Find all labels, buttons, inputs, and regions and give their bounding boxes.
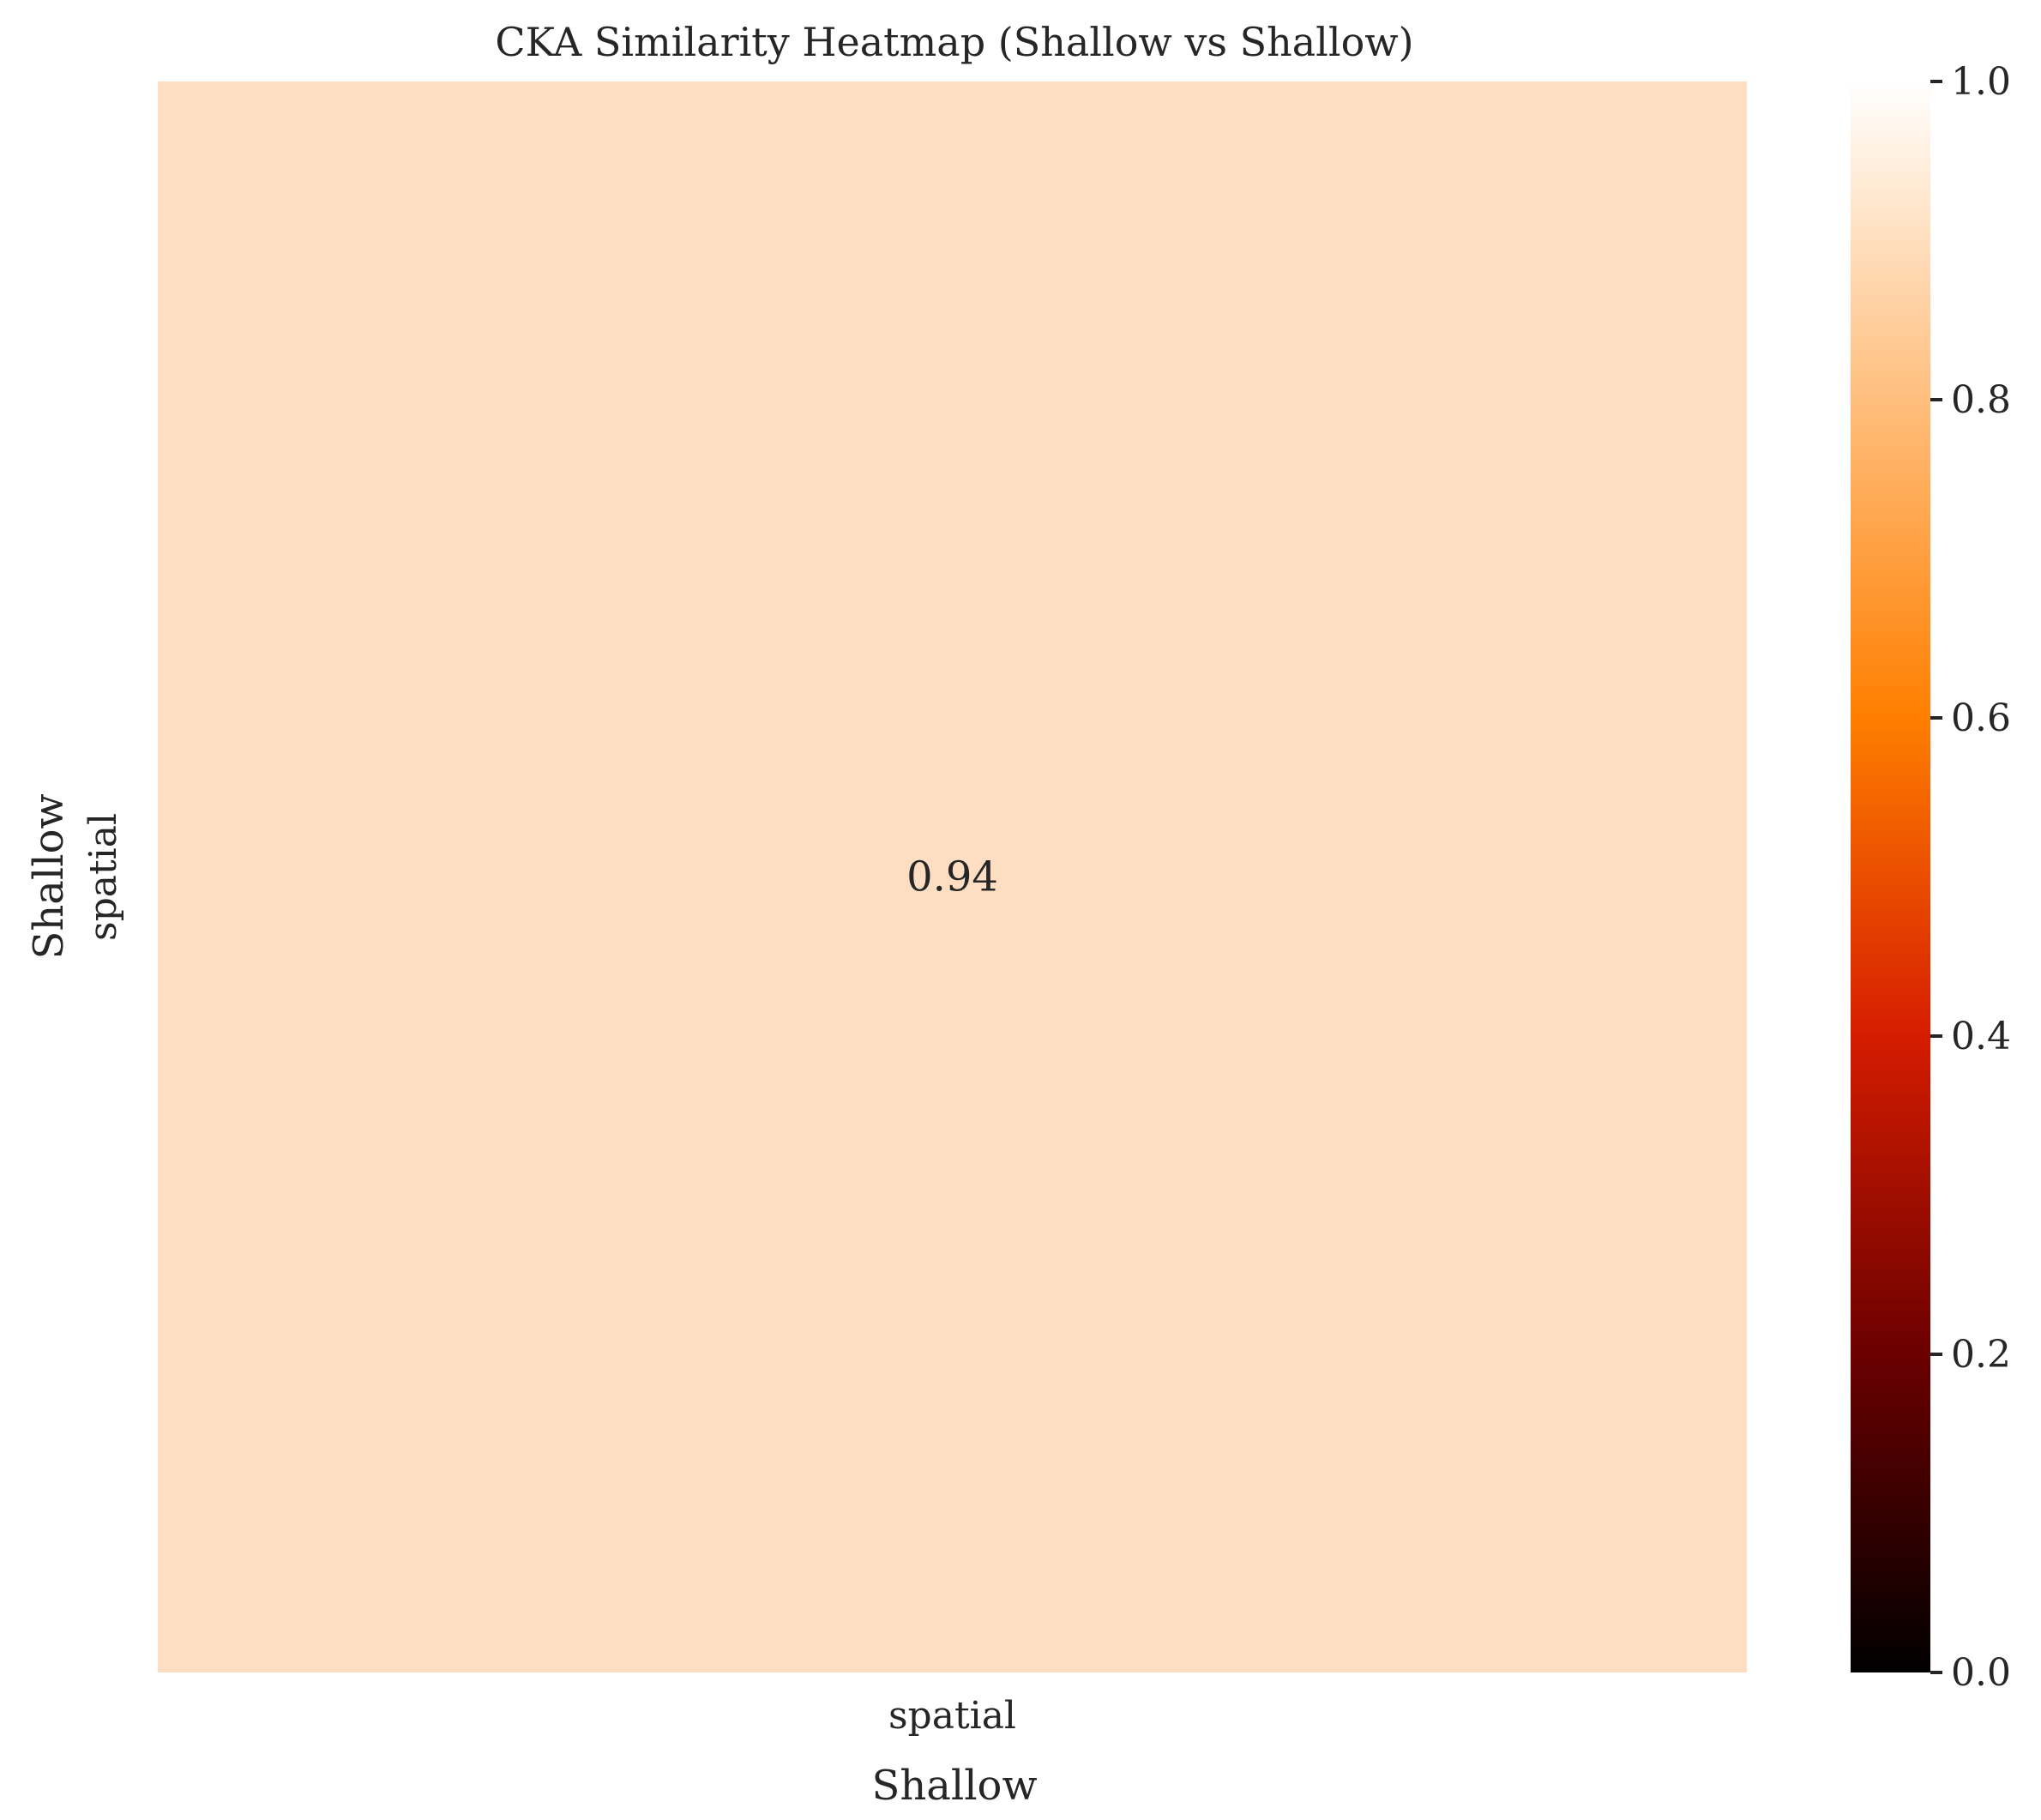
colorbar-tick-label: 1.0 bbox=[1951, 60, 2011, 104]
colorbar-tick-label: 0.2 bbox=[1951, 1333, 2011, 1377]
heatmap-cell bbox=[158, 81, 1747, 1672]
colorbar-tick-label: 0.4 bbox=[1951, 1015, 2011, 1058]
cell-value-label: 0.94 bbox=[906, 853, 998, 901]
x-axis-label: Shallow bbox=[871, 1762, 1037, 1810]
y-axis-label: Shallow bbox=[25, 793, 73, 959]
colorbar-ticks: 0.0 0.2 0.4 0.6 0.8 1.0 bbox=[1930, 60, 2011, 1695]
x-tick-labels: spatial bbox=[888, 1694, 1016, 1738]
heatmap-cells: 0.94 bbox=[158, 81, 1747, 1672]
colorbar-tick-label: 0.6 bbox=[1951, 696, 2011, 740]
x-tick-label: spatial bbox=[888, 1694, 1016, 1738]
chart-title: CKA Similarity Heatmap (Shallow vs Shall… bbox=[495, 19, 1413, 65]
y-tick-label: spatial bbox=[81, 813, 125, 941]
colorbar-tick-label: 0.0 bbox=[1951, 1651, 2011, 1695]
colorbar bbox=[1851, 81, 1930, 1672]
y-tick-labels: spatial bbox=[81, 813, 125, 941]
colorbar-tick-label: 0.8 bbox=[1951, 378, 2011, 422]
